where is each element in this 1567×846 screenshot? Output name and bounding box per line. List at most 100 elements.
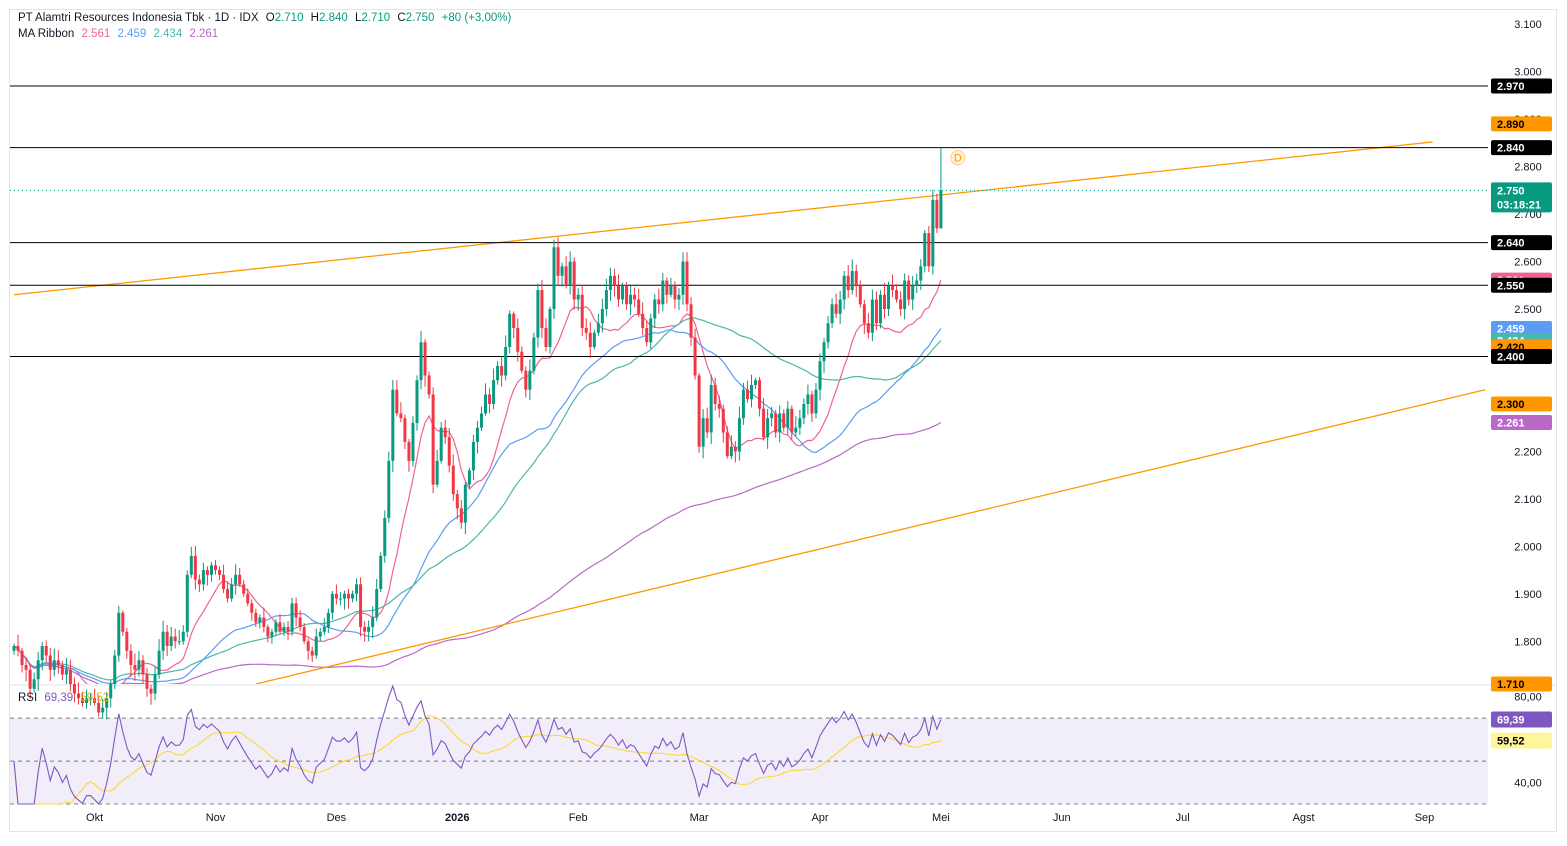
rsi-ma-tag-label: 59,52 [1497, 736, 1525, 748]
candle-body [721, 408, 725, 433]
rsi-label: RSI [18, 692, 38, 704]
candle-body [64, 669, 68, 675]
price-tag-2.840-label: 2.840 [1497, 143, 1525, 155]
candle-body [524, 370, 528, 390]
candle-body [415, 380, 419, 423]
candle-body [109, 684, 113, 699]
price-tag-2.400 [1491, 348, 1552, 364]
time-tick-label: Jun [1053, 812, 1071, 824]
candle-body [754, 380, 758, 385]
price-tag-2.261 [1491, 414, 1552, 430]
candle-body [629, 294, 633, 305]
candle-body [798, 418, 802, 428]
candle-body [653, 299, 657, 319]
candle-body [709, 384, 713, 433]
price-tick-label: 1.900 [1514, 589, 1542, 601]
candle-body [600, 309, 604, 324]
candle-body [540, 290, 544, 329]
candle-body [548, 309, 552, 347]
candle-body [189, 555, 193, 575]
candle-body [117, 612, 121, 656]
candle-body [290, 603, 294, 632]
price-tag-2.640 [1491, 235, 1552, 251]
candle-body [729, 446, 733, 457]
time-tick-label: Sep [1415, 812, 1435, 824]
last-price-tag-label: 2.750 [1497, 185, 1525, 197]
candle-body [604, 290, 608, 310]
candle-body [717, 403, 721, 409]
low-value: 2.710 [361, 12, 391, 24]
candle-body [919, 266, 923, 281]
candle-body [32, 679, 36, 689]
price-tag-2.300 [1491, 396, 1552, 412]
candle-body [496, 365, 500, 381]
ma4-value: 2.261 [189, 28, 219, 40]
candle-body [741, 389, 745, 419]
candle-body [915, 280, 919, 286]
candle-body [484, 394, 488, 414]
candle-body [230, 584, 234, 599]
candle-body [850, 271, 854, 291]
price-tick-label: 3.100 [1514, 19, 1542, 31]
ma1-value: 2.561 [81, 28, 111, 40]
price-tag-2.459 [1491, 320, 1552, 336]
candle-body [899, 299, 903, 310]
candle-body [846, 275, 850, 291]
candle-body [854, 271, 858, 286]
candle-body [838, 299, 842, 314]
candle-body [870, 299, 874, 333]
candle-body [355, 584, 359, 594]
candle-body [935, 199, 939, 229]
close-label: C [397, 12, 406, 24]
candle-body [60, 665, 64, 675]
candle-body [419, 342, 423, 381]
candle-body [113, 655, 117, 684]
candle-body [101, 707, 105, 713]
candle-body [689, 304, 693, 338]
candle-body [379, 555, 383, 590]
candle-body [580, 294, 584, 329]
price-tag-2.970 [1491, 78, 1552, 94]
horizontal-levels[interactable] [10, 85, 1488, 357]
candle-body [72, 684, 76, 694]
time-axis[interactable]: Okt Nov Des 2026 Feb Mar Apr Mei Jun Jul Agst Sep [86, 812, 1434, 824]
price-tick-label: 3.000 [1514, 67, 1542, 79]
candle-body [536, 290, 540, 338]
candle-body [774, 413, 778, 433]
candle-body [669, 285, 673, 295]
candle-body [467, 470, 471, 485]
candle-body [463, 484, 467, 523]
candle-body [105, 698, 109, 708]
candle-body [488, 394, 492, 404]
price-tag-2.890 [1491, 116, 1552, 132]
candle-body [286, 627, 290, 632]
candle-body [625, 285, 629, 305]
candle-body [270, 631, 274, 637]
rsi-pane [10, 684, 1488, 805]
candle-body [770, 413, 774, 419]
candle-body [197, 579, 201, 585]
symbol-title: PT Alamtri Resources Indonesia Tbk · 1D … [18, 12, 259, 24]
candle-body [153, 674, 157, 694]
candle-body [56, 660, 60, 666]
ma-line-1 [13, 279, 942, 684]
chart-frame [9, 9, 1557, 832]
trendlines[interactable] [13, 141, 1486, 684]
candle-body [745, 389, 749, 400]
candle-body [145, 674, 149, 689]
last-price-tag [1491, 182, 1552, 213]
candle-body [141, 660, 145, 675]
trendline-lower [255, 389, 1486, 684]
candle-body [129, 650, 133, 666]
candle-body [161, 631, 165, 651]
countdown-label: 03:18:21 [1497, 199, 1541, 211]
candle-body [685, 261, 689, 305]
candle-body [177, 641, 181, 643]
candle-body [238, 574, 242, 585]
rsi-ma-tag [1491, 732, 1552, 749]
price-tick-label: 2.100 [1514, 494, 1542, 506]
candle-body [887, 285, 891, 310]
time-tick-label: Agst [1293, 812, 1315, 824]
candle-body [318, 631, 322, 637]
